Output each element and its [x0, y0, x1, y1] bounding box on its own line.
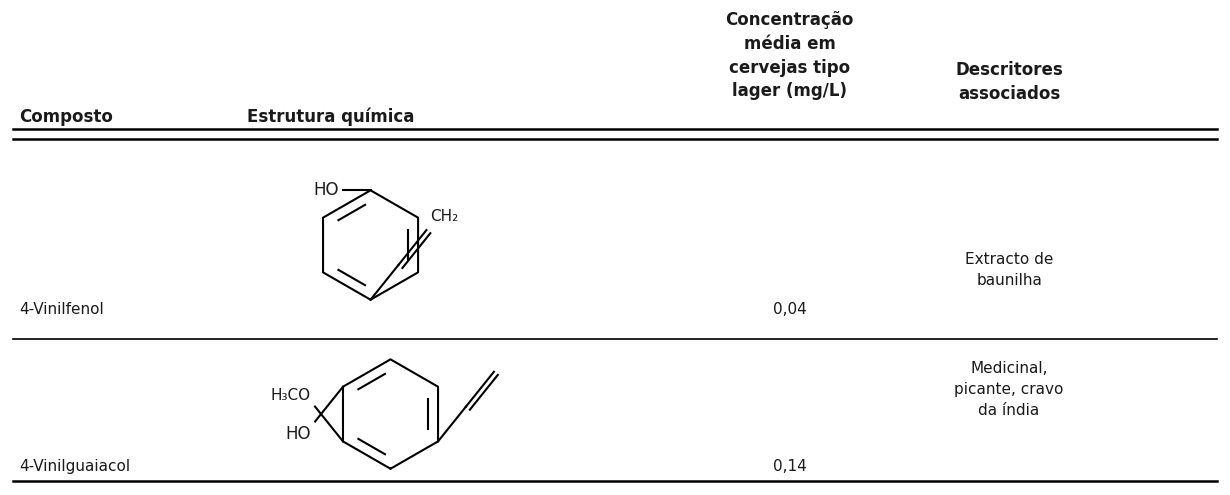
Text: 0,04: 0,04	[772, 302, 807, 317]
Text: 0,14: 0,14	[772, 459, 807, 474]
Text: Medicinal,
picante, cravo
da índia: Medicinal, picante, cravo da índia	[954, 361, 1064, 418]
Text: Estrutura química: Estrutura química	[247, 107, 415, 126]
Text: 4-Vinilfenol: 4-Vinilfenol	[20, 302, 105, 317]
Text: HO: HO	[314, 181, 338, 199]
Text: 4-Vinilguaiacol: 4-Vinilguaiacol	[20, 459, 130, 474]
Text: CH₂: CH₂	[430, 209, 459, 224]
Text: Descritores
associados: Descritores associados	[956, 61, 1063, 102]
Text: Extracto de
baunilha: Extracto de baunilha	[964, 252, 1053, 288]
Text: Composto: Composto	[20, 108, 113, 126]
Text: HO: HO	[285, 426, 311, 444]
Text: Concentração
média em
cervejas tipo
lager (mg/L): Concentração média em cervejas tipo lage…	[726, 11, 854, 100]
Text: H₃CO: H₃CO	[271, 388, 311, 402]
